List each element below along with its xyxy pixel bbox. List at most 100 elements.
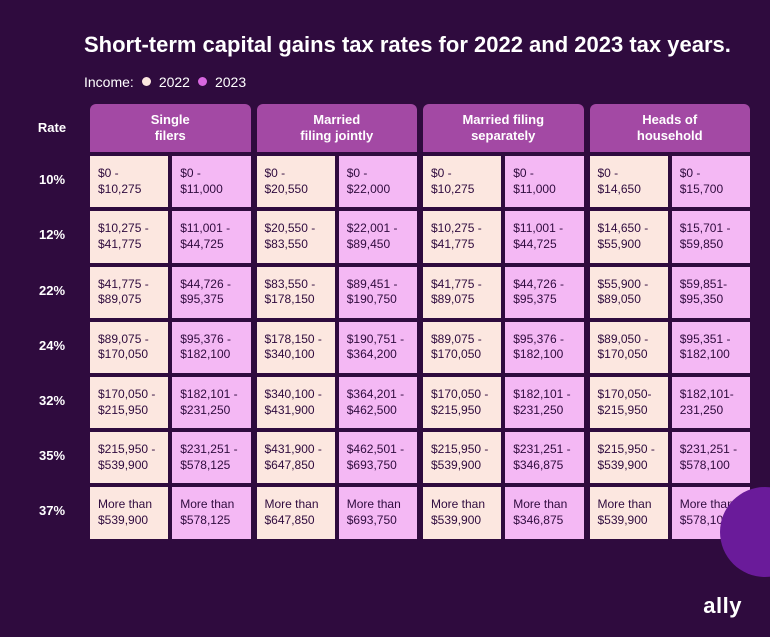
cell-2023: $0 - $11,000 bbox=[505, 156, 583, 207]
ally-logo: ally bbox=[703, 593, 742, 619]
cell-2023: $0 - $22,000 bbox=[339, 156, 417, 207]
cell-2022: $89,050 - $170,050 bbox=[590, 322, 668, 373]
cell-2023: $231,251 - $578,100 bbox=[672, 432, 750, 483]
cell-2022: $0 - $10,275 bbox=[423, 156, 501, 207]
cell-2022: $41,775 - $89,075 bbox=[90, 267, 168, 318]
cell-2022: $20,550 - $83,550 bbox=[257, 211, 335, 262]
cell-2022: $215,950 - $539,900 bbox=[90, 432, 168, 483]
legend: Income: 2022 2023 bbox=[84, 74, 750, 90]
cell-pair: $10,275 - $41,775$11,001 - $44,725 bbox=[90, 211, 251, 262]
cell-2023: $231,251 - $578,125 bbox=[172, 432, 250, 483]
cell-2022: $14,650 - $55,900 bbox=[590, 211, 668, 262]
cell-2023: $11,001 - $44,725 bbox=[505, 211, 583, 262]
legend-label: Income: bbox=[84, 74, 134, 90]
cell-2023: $182,101 - $231,250 bbox=[505, 377, 583, 428]
cell-2023: $95,351 - $182,100 bbox=[672, 322, 750, 373]
rate-label: 32% bbox=[20, 373, 84, 428]
cell-pair: $170,050 - $215,950$182,101 - $231,250 bbox=[90, 377, 251, 428]
cell-pair: $20,550 - $83,550$22,001 - $89,450 bbox=[257, 211, 418, 262]
cell-2023: $182,101- 231,250 bbox=[672, 377, 750, 428]
cell-2023: $44,726 - $95,375 bbox=[505, 267, 583, 318]
cell-pair: $0 - $14,650$0 - $15,700 bbox=[590, 156, 751, 207]
cell-2022: More than $539,900 bbox=[423, 487, 501, 538]
dot-2022 bbox=[142, 77, 151, 86]
cell-2022: $10,275 - $41,775 bbox=[90, 211, 168, 262]
cell-2023: $231,251 - $346,875 bbox=[505, 432, 583, 483]
cell-2023: $15,701 - $59,850 bbox=[672, 211, 750, 262]
rate-label: 22% bbox=[20, 263, 84, 318]
cell-pair: $215,950 - $539,900$231,251 - $578,100 bbox=[590, 432, 751, 483]
cell-2023: $182,101 - $231,250 bbox=[172, 377, 250, 428]
cell-pair: $170,050- $215,950$182,101- 231,250 bbox=[590, 377, 751, 428]
cell-pair: $215,950 - $539,900$231,251 - $346,875 bbox=[423, 432, 584, 483]
cell-2023: $0 - $15,700 bbox=[672, 156, 750, 207]
cell-2023: More than $346,875 bbox=[505, 487, 583, 538]
cell-pair: $83,550 - $178,150$89,451 - $190,750 bbox=[257, 267, 418, 318]
cell-2023: $59,851- $95,350 bbox=[672, 267, 750, 318]
cell-2022: $0 - $14,650 bbox=[590, 156, 668, 207]
rate-label: 24% bbox=[20, 318, 84, 373]
cell-pair: More than $539,900More than $346,875 bbox=[423, 487, 584, 538]
rate-label: 12% bbox=[20, 207, 84, 262]
cell-2023: $22,001 - $89,450 bbox=[339, 211, 417, 262]
legend-2023: 2023 bbox=[215, 74, 246, 90]
cell-2022: $340,100 - $431,900 bbox=[257, 377, 335, 428]
cell-2022: $0 - $10,275 bbox=[90, 156, 168, 207]
cell-pair: $55,900 - $89,050$59,851- $95,350 bbox=[590, 267, 751, 318]
cell-pair: $89,050 - $170,050$95,351 - $182,100 bbox=[590, 322, 751, 373]
column-header: Heads of household bbox=[590, 104, 751, 153]
cell-2022: $83,550 - $178,150 bbox=[257, 267, 335, 318]
cell-2022: More than $539,900 bbox=[590, 487, 668, 538]
dot-2023 bbox=[198, 77, 207, 86]
cell-2022: $178,150 - $340,100 bbox=[257, 322, 335, 373]
cell-2022: $215,950 - $539,900 bbox=[423, 432, 501, 483]
rate-label: 37% bbox=[20, 483, 84, 538]
cell-pair: $41,775 - $89,075$44,726 - $95,375 bbox=[423, 267, 584, 318]
cell-pair: $0 - $20,550$0 - $22,000 bbox=[257, 156, 418, 207]
cell-2022: $170,050 - $215,950 bbox=[90, 377, 168, 428]
cell-2022: $55,900 - $89,050 bbox=[590, 267, 668, 318]
cell-pair: $89,075 - $170,050$95,376 - $182,100 bbox=[90, 322, 251, 373]
cell-pair: $89,075 - $170,050$95,376 - $182,100 bbox=[423, 322, 584, 373]
tax-table: RateSingle filersMarried filing jointlyM… bbox=[20, 104, 750, 539]
rate-label: 10% bbox=[20, 152, 84, 207]
cell-2023: $190,751 - $364,200 bbox=[339, 322, 417, 373]
cell-pair: $14,650 - $55,900$15,701 - $59,850 bbox=[590, 211, 751, 262]
page-title: Short-term capital gains tax rates for 2… bbox=[84, 30, 750, 60]
cell-pair: $41,775 - $89,075$44,726 - $95,375 bbox=[90, 267, 251, 318]
rate-label: 35% bbox=[20, 428, 84, 483]
cell-2022: $10,275 - $41,775 bbox=[423, 211, 501, 262]
cell-pair: More than $539,900More than $578,125 bbox=[90, 487, 251, 538]
cell-pair: $10,275 - $41,775$11,001 - $44,725 bbox=[423, 211, 584, 262]
cell-2023: $89,451 - $190,750 bbox=[339, 267, 417, 318]
cell-2022: More than $647,850 bbox=[257, 487, 335, 538]
cell-pair: $170,050 - $215,950$182,101 - $231,250 bbox=[423, 377, 584, 428]
cell-2023: $95,376 - $182,100 bbox=[505, 322, 583, 373]
cell-2023: More than $578,125 bbox=[172, 487, 250, 538]
cell-2022: $0 - $20,550 bbox=[257, 156, 335, 207]
cell-pair: $340,100 - $431,900$364,201 - $462,500 bbox=[257, 377, 418, 428]
cell-2022: $89,075 - $170,050 bbox=[90, 322, 168, 373]
cell-2022: $215,950 - $539,900 bbox=[590, 432, 668, 483]
cell-2023: $44,726 - $95,375 bbox=[172, 267, 250, 318]
column-header: Married filing separately bbox=[423, 104, 584, 153]
cell-pair: $0 - $10,275$0 - $11,000 bbox=[423, 156, 584, 207]
cell-2022: $89,075 - $170,050 bbox=[423, 322, 501, 373]
cell-pair: More than $647,850More than $693,750 bbox=[257, 487, 418, 538]
column-header: Single filers bbox=[90, 104, 251, 153]
cell-2023: $95,376 - $182,100 bbox=[172, 322, 250, 373]
column-header: Married filing jointly bbox=[257, 104, 418, 153]
cell-pair: $178,150 - $340,100$190,751 - $364,200 bbox=[257, 322, 418, 373]
cell-2023: $0 - $11,000 bbox=[172, 156, 250, 207]
cell-2022: $431,900 - $647,850 bbox=[257, 432, 335, 483]
cell-2023: $462,501 - $693,750 bbox=[339, 432, 417, 483]
cell-pair: $215,950 - $539,900$231,251 - $578,125 bbox=[90, 432, 251, 483]
cell-2022: $41,775 - $89,075 bbox=[423, 267, 501, 318]
cell-pair: $431,900 - $647,850$462,501 - $693,750 bbox=[257, 432, 418, 483]
cell-2023: $11,001 - $44,725 bbox=[172, 211, 250, 262]
cell-2022: $170,050- $215,950 bbox=[590, 377, 668, 428]
cell-2022: $170,050 - $215,950 bbox=[423, 377, 501, 428]
cell-2022: More than $539,900 bbox=[90, 487, 168, 538]
legend-2022: 2022 bbox=[159, 74, 190, 90]
cell-2023: More than $693,750 bbox=[339, 487, 417, 538]
